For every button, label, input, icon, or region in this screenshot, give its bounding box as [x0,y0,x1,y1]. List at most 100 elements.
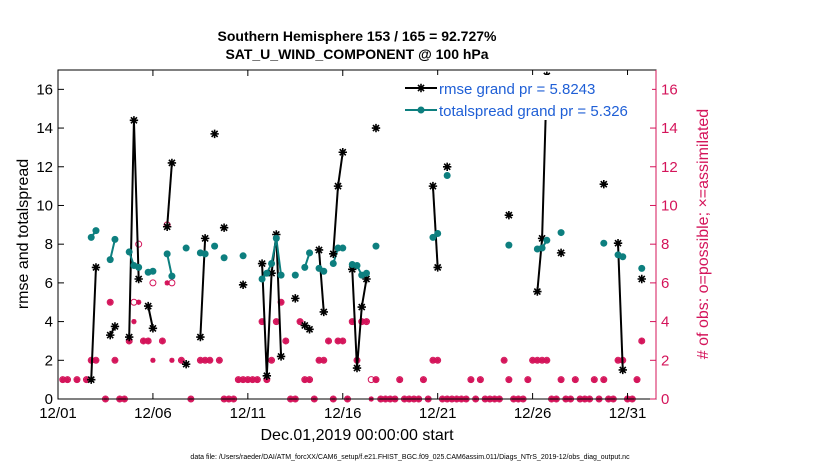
obs-assimilated-point-glyph [363,318,370,325]
rmse-point [106,330,115,340]
obs-assimilated-point [112,357,118,363]
legend-rmse-glyph [416,83,426,93]
obs-possible-point [557,376,565,384]
obs-possible-point [296,318,304,326]
legend-rmse-marker [416,83,426,93]
obs-assimilated-point [373,377,379,383]
rmse-point-glyph [357,302,366,312]
obs-assimilated-point [297,318,303,325]
chart-subtitle: SAT_U_WIND_COMPONENT @ 100 hPa [225,46,488,62]
rmse-point-glyph [442,162,452,171]
rmse-point [167,158,177,168]
obs-assimilated-point [321,357,327,363]
rmse-point [348,265,357,274]
obs-assimilated-point-glyph [430,357,436,363]
totalspread-point [538,244,546,252]
obs-assimilated-point [254,377,260,383]
x-tick-label: 12/01 [39,405,77,422]
rmse-point [200,234,210,243]
totalspread-point [135,263,143,271]
totalspread-point [258,275,266,283]
rmse-point [272,230,281,239]
rmse-point-glyph [305,325,314,334]
obs-assimilated-point [159,338,166,344]
obs-possible-point [73,376,81,384]
obs-assimilated-point [639,338,645,344]
obs-assimilated-point-glyph [506,377,512,383]
obs-possible-point [571,376,579,384]
rmse-point-glyph [613,239,623,248]
rmse-point-glyph [129,116,139,125]
obs-possible-point [130,298,138,306]
obs-assimilated-point [145,338,151,344]
rmse-point [267,269,276,278]
rmse-point [238,280,248,290]
obs-assimilated-point [534,357,540,363]
obs-assimilated-point [477,377,483,383]
totalspread-point [306,249,314,257]
totalspread-point [92,227,100,235]
obs-possible-point [106,298,114,306]
obs-possible-point [111,356,119,364]
obs-assimilated-point-glyph [245,377,251,383]
obs-assimilated-point-glyph [539,357,545,363]
y2-tick-label: 4 [661,314,669,331]
y-tick-label: 4 [45,314,53,331]
y2-tick-label: 14 [661,120,678,137]
obs-assimilated-point-glyph [634,377,640,383]
rmse-point-glyph [87,375,96,384]
obs-possible-point [638,337,646,345]
rmse-point-glyph [134,274,143,284]
legend: rmse grand pr = 5.8243 totalspread grand… [402,75,652,120]
obs-assimilated-point [74,377,80,383]
x-axis-ticks: 12/01 12/06 12/11 12/16 12/21 12/26 12/31 [39,70,646,422]
obs-assimilated-point-glyph [335,338,341,344]
totalspread-point [277,271,285,279]
series-lines [90,75,624,380]
obs-assimilated-point-glyph [340,338,346,344]
obs-possible-point [325,337,333,345]
rmse-point [262,371,272,380]
totalspread-point [263,269,271,277]
obs-possible-point [372,376,380,384]
obs-assimilated-point [278,299,284,305]
rmse-point [357,302,366,312]
rmse-point-glyph [504,210,514,220]
obs-assimilated-point [64,377,71,383]
obs-assimilated-point-glyph [273,318,279,325]
rmse-line-segment [128,120,140,338]
obs-assimilated-point-glyph [477,377,483,383]
rmse-point-glyph [276,352,286,361]
obs-assimilated-point-glyph [306,377,313,383]
rmse-point-glyph [371,123,381,133]
obs-possible-point [590,376,598,384]
obs-assimilated-point [615,357,621,363]
y-tick-label: 0 [45,391,53,408]
obs-assimilated-point [359,318,365,325]
rmse-point [599,179,608,189]
rmse-point [300,321,309,330]
obs-assimilated-point [601,377,607,383]
obs-possible-point [476,376,484,384]
obs-assimilated-point-glyph [60,377,66,383]
rmse-point [124,332,134,342]
obs-assimilated-point-glyph [254,377,260,383]
obs-assimilated-point [216,357,222,363]
obs-assimilated-point-glyph [297,318,303,325]
totalspread-point [291,271,299,279]
obs-assimilated-point-glyph [268,357,275,363]
obs-assimilated-point-glyph [302,377,308,383]
legend-rmse-glyph-glyph [416,83,426,93]
obs-possible-point [419,376,427,384]
obs-assimilated-point-glyph [93,357,99,363]
obs-assimilated-point [544,357,550,363]
rmse-point [148,324,158,333]
obs-assimilated-point [501,357,507,363]
obs-assimilated-point [340,338,346,344]
rmse-point [162,222,172,231]
obs-assimilated-point-glyph [325,338,332,344]
x-tick-label: 12/21 [419,405,457,422]
obs-possible-point [396,376,404,384]
rmse-point [291,294,300,303]
